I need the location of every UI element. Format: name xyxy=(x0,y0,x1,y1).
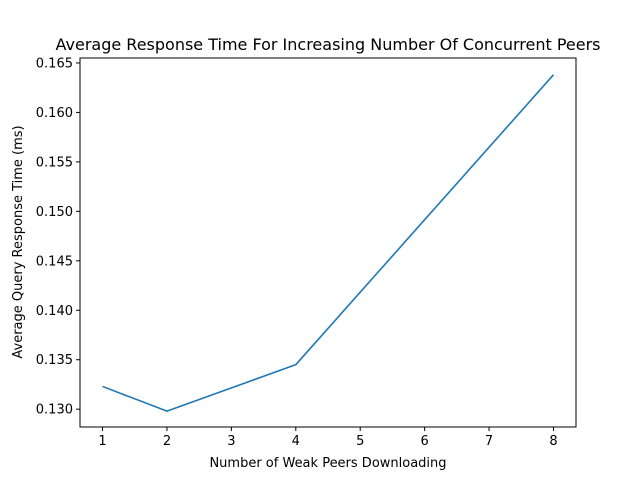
y-tick-label: 0.160 xyxy=(36,106,73,121)
x-tick-label: 1 xyxy=(98,434,106,449)
series-line xyxy=(102,74,555,412)
x-axis-label: Number of Weak Peers Downloading xyxy=(209,456,446,471)
y-axis-label: Average Query Response Time (ms) xyxy=(11,125,26,358)
y-tick-label: 0.145 xyxy=(36,254,73,269)
plot-frame xyxy=(79,57,577,428)
x-tick-label: 7 xyxy=(485,434,493,449)
y-tick-label: 0.130 xyxy=(36,403,73,418)
x-tick-label: 2 xyxy=(163,434,171,449)
y-tick-label: 0.150 xyxy=(36,205,73,220)
y-tick-label: 0.135 xyxy=(36,353,73,368)
series-layer xyxy=(102,74,555,412)
y-tick-label: 0.140 xyxy=(36,304,73,319)
x-tick-label: 5 xyxy=(356,434,364,449)
y-tick-label: 0.155 xyxy=(36,155,73,170)
plot-area xyxy=(80,58,576,427)
x-tick-label: 4 xyxy=(292,434,300,449)
x-tick-label: 3 xyxy=(227,434,235,449)
x-axis: 1 2 3 4 5 6 7 8 xyxy=(98,427,558,449)
y-axis: 0.130 0.135 0.140 0.145 0.150 0.155 0.160 0.165 xyxy=(36,56,80,418)
x-tick-label: 8 xyxy=(549,434,557,449)
chart-title: Average Response Time For Increasing Num… xyxy=(56,35,601,54)
y-tick-label: 0.165 xyxy=(36,56,73,71)
x-tick-label: 6 xyxy=(420,434,428,449)
